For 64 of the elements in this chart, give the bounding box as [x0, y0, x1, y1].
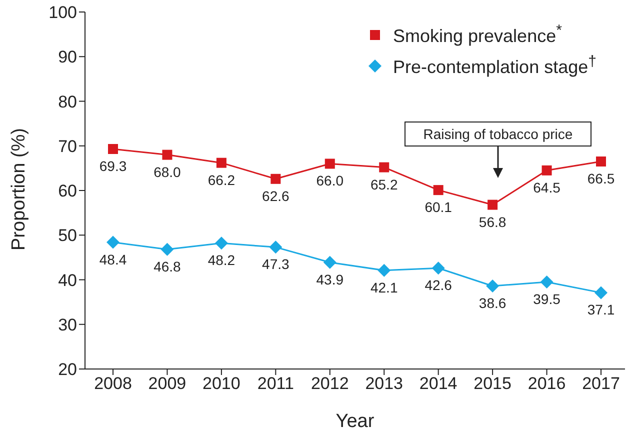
data-label: 48.2: [208, 252, 236, 268]
data-label: 42.6: [424, 277, 452, 294]
legend-label: Pre-contemplation stage$^{†}$: [393, 53, 596, 78]
point: [214, 236, 228, 250]
y-tick-label: 90: [58, 48, 77, 67]
point: [488, 200, 498, 210]
x-axis-title: Year: [336, 411, 375, 432]
data-label: 48.4: [99, 251, 127, 268]
point: [108, 144, 118, 154]
point: [542, 165, 552, 176]
point: [160, 242, 174, 256]
data-label: 65.2: [370, 176, 398, 192]
data-label: 43.9: [316, 271, 344, 288]
data-label: 69.3: [99, 158, 127, 174]
x-tick-label: 2014: [419, 374, 458, 394]
data-label: 60.1: [424, 199, 452, 216]
data-label: 66.0: [316, 172, 344, 189]
x-tick-label: 2011: [257, 374, 294, 394]
point: [432, 262, 445, 275]
data-label: 66.5: [587, 170, 615, 186]
data-label: 64.5: [533, 179, 561, 196]
point: [269, 240, 282, 254]
x-tick-label: 2015: [474, 374, 512, 394]
x-tick-label: 2008: [94, 374, 132, 394]
x-tick-label: 2010: [202, 374, 240, 394]
point: [324, 158, 335, 169]
y-tick-label: 20: [58, 360, 77, 380]
data-label: 37.1: [587, 302, 615, 318]
point: [379, 162, 390, 172]
annotation: Raising of tobacco price: [423, 126, 573, 142]
point: [433, 185, 444, 196]
data-label: 38.6: [478, 294, 506, 311]
data-label: 66.2: [208, 172, 236, 188]
data-label: 68.0: [154, 164, 182, 180]
y-tick-label: 40: [58, 270, 77, 290]
point: [594, 286, 608, 300]
x-tick-label: 2009: [148, 374, 186, 394]
data-label: 39.5: [533, 290, 561, 307]
point: [216, 158, 226, 168]
point: [270, 174, 281, 184]
data-label: 46.8: [154, 258, 182, 274]
data-label: 47.3: [262, 256, 290, 272]
x-tick-label: 2016: [528, 374, 566, 394]
point: [106, 236, 120, 249]
point: [162, 150, 172, 160]
data-label: 56.8: [478, 214, 506, 230]
data-label: 62.6: [262, 188, 290, 204]
y-tick-label: 100: [48, 3, 77, 22]
data-label: 42.1: [370, 279, 398, 296]
point: [486, 279, 500, 292]
point: [378, 264, 391, 277]
legend-label: Smoking prevalence$^{*}$: [393, 22, 562, 47]
y-tick-label: 60: [58, 182, 77, 201]
point: [323, 256, 336, 269]
y-tick-label: 50: [58, 226, 77, 246]
x-tick-label: 2013: [365, 374, 404, 394]
y-tick-label: 70: [58, 136, 77, 156]
y-tick-label: 30: [58, 315, 77, 334]
point: [540, 275, 554, 288]
y-axis-title: Proportion (%): [8, 128, 30, 250]
point: [596, 156, 606, 166]
x-tick-label: 2017: [582, 374, 620, 394]
y-tick-label: 80: [58, 92, 77, 112]
x-tick-label: 2012: [310, 374, 349, 394]
